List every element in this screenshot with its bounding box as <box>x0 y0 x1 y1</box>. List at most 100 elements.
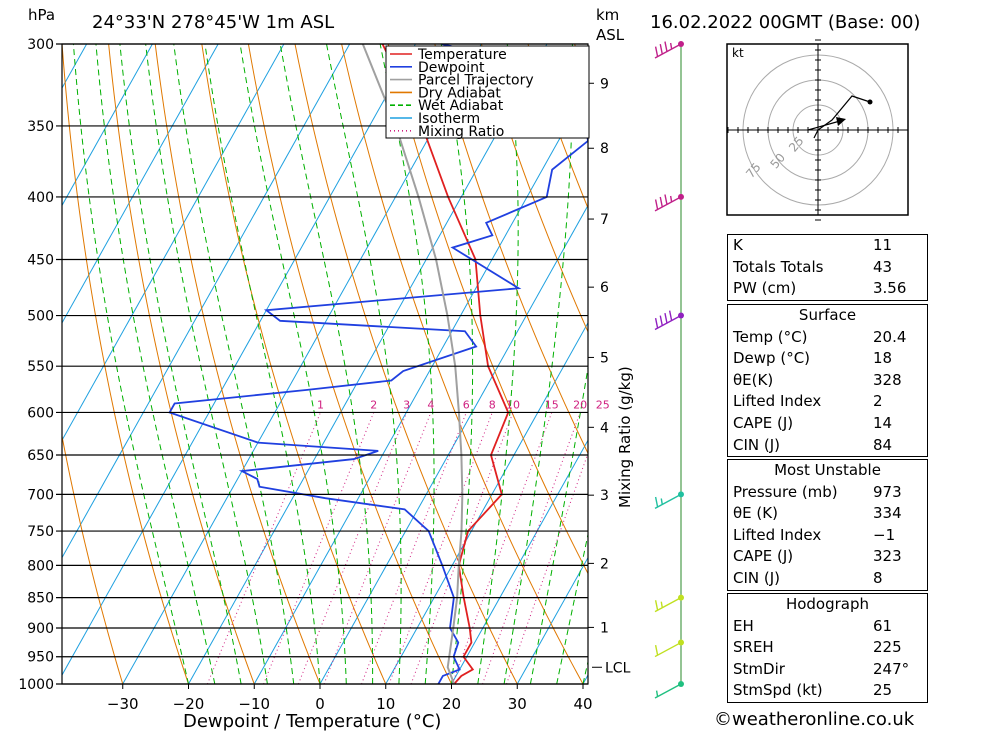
altitude-tick-label: 7 <box>600 212 609 228</box>
wind-barb-staff <box>654 641 682 658</box>
x-tick-label: −30 <box>107 695 139 713</box>
datetime: 16.02.2022 00GMT (Base: 00) <box>650 12 920 33</box>
most-unstable-row: θE (K) 334 <box>728 503 927 525</box>
index-panel: K 11 Totals Totals 43 PW (cm) 3.56 <box>727 234 928 301</box>
wind-barb <box>654 41 682 59</box>
mixing-ratio-tick-label: 6 <box>463 398 470 411</box>
pressure-tick-label: 800 <box>27 558 54 574</box>
most-unstable-row: CAPE (J) 323 <box>728 546 927 568</box>
isotherm-line <box>188 44 548 684</box>
most-unstable-value: 8 <box>873 568 883 587</box>
pressure-tick-label: 350 <box>27 119 54 135</box>
hodograph-unit: kt <box>732 46 744 60</box>
wet-adiabat-line <box>279 44 374 684</box>
wind-barb-staff <box>654 683 682 699</box>
wind-barb-staff <box>654 493 682 510</box>
legend-label: Wet Adiabat <box>418 98 504 114</box>
index-label: Totals Totals <box>733 257 824 276</box>
wind-barb <box>654 596 682 613</box>
isotherm-line <box>62 44 416 677</box>
mixing-ratio-line <box>482 412 581 684</box>
surface-value: 14 <box>873 413 893 432</box>
pressure-tick-label: 400 <box>27 190 54 206</box>
mixing-ratio-tick-label: 8 <box>489 398 496 411</box>
mixing-ratio-tick-label: 3 <box>403 398 410 411</box>
hodograph-value: 247° <box>873 659 910 678</box>
surface-row: Dewp (°C) 18 <box>728 348 927 370</box>
mixing-ratio-tick-label: 10 <box>506 398 520 411</box>
most-unstable-value: −1 <box>873 525 896 544</box>
pressure-unit: hPa <box>28 6 55 24</box>
surface-label: Lifted Index <box>733 392 822 411</box>
index-row: K 11 <box>728 235 927 257</box>
altitude-tick-label: 1 <box>600 620 609 636</box>
mixing-ratio-line <box>451 412 553 684</box>
wind-barb-half-flag <box>669 42 673 50</box>
wind-barb-half-flag <box>669 195 673 203</box>
pressure-tick-label: 300 <box>27 37 54 53</box>
altitude-tick-label: 2 <box>600 556 609 572</box>
altitude-tick-label: 5 <box>600 350 609 366</box>
mixing-ratio-axis-title: Mixing Ratio (g/kg) <box>616 366 634 508</box>
hodograph-trace <box>813 95 871 139</box>
wet-adiabat-line <box>204 44 321 684</box>
dry-adiabat-line <box>434 44 588 455</box>
most-unstable-row: Pressure (mb) 973 <box>728 482 927 504</box>
wind-barb-flag <box>654 318 659 329</box>
wind-barb-staff <box>654 314 682 331</box>
surface-label: Temp (°C) <box>733 327 808 346</box>
hodograph-row: StmDir 247° <box>728 659 927 681</box>
hodograph-value: 61 <box>873 616 893 635</box>
wind-barb <box>654 194 682 212</box>
chart-title: 24°33'N 278°45'W 1m ASL <box>92 12 334 33</box>
most-unstable-value: 323 <box>873 547 902 566</box>
legend-label: Isotherm <box>418 111 480 127</box>
most-unstable-label: CAPE (J) <box>733 547 794 566</box>
wind-barb-flag <box>668 310 673 321</box>
wind-barb-flag <box>659 315 663 326</box>
wind-barb-staff <box>654 196 682 212</box>
altitude-tick-label: 6 <box>600 280 609 296</box>
pressure-tick-label: 700 <box>27 487 54 503</box>
wind-barb-flag <box>654 645 659 656</box>
wet-adiabat-line <box>503 44 574 684</box>
isotherm-line <box>62 44 351 559</box>
isotherm-line <box>319 204 588 684</box>
mixing-ratio-line <box>297 412 408 684</box>
hodograph-label: SREH <box>733 638 774 657</box>
pressure-tick-label: 750 <box>27 524 54 540</box>
index-value: 11 <box>873 236 893 254</box>
surface-row: θE(K) 328 <box>728 370 927 392</box>
x-axis-title: Dewpoint / Temperature (°C) <box>183 711 441 732</box>
altitude-tick-label: 4 <box>600 420 609 436</box>
most-unstable-value: 973 <box>873 482 902 501</box>
surface-label: θE(K) <box>733 370 774 389</box>
index-label: PW (cm) <box>733 279 797 298</box>
most-unstable-row: Lifted Index −1 <box>728 525 927 547</box>
mixing-ratio-line <box>506 451 588 684</box>
hodograph-value: 25 <box>873 681 893 700</box>
wind-barb-staff <box>654 43 682 59</box>
legend-label: Parcel Trajectory <box>418 73 534 89</box>
altitude-tick-label: 3 <box>600 488 609 504</box>
mixing-ratio-tick-label: 2 <box>370 398 377 411</box>
pressure-tick-label: 600 <box>27 405 54 421</box>
x-tick-label: 20 <box>442 695 461 713</box>
wind-barb-flag <box>659 196 663 208</box>
hodograph-row: EH 61 <box>728 616 927 638</box>
pressure-tick-label: 550 <box>27 359 54 375</box>
wind-barb-flag <box>654 600 659 611</box>
pressure-tick-label: 900 <box>27 621 54 637</box>
wind-barb-half-flag <box>660 498 663 505</box>
surface-row: Lifted Index 2 <box>728 391 927 413</box>
wet-adiabat-line <box>119 44 242 684</box>
credit[interactable]: ©weatheronline.co.uk <box>714 709 915 730</box>
dry-adiabat-line <box>247 44 452 684</box>
wind-barb <box>654 641 682 658</box>
surface-value: 18 <box>873 349 893 368</box>
surface-value: 2 <box>873 392 883 411</box>
wet-adiabat-line <box>95 44 216 684</box>
mixing-ratio-tick-label: 25 <box>596 398 610 411</box>
hodograph-value: 225 <box>873 638 902 657</box>
pressure-tick-label: 500 <box>27 309 54 325</box>
